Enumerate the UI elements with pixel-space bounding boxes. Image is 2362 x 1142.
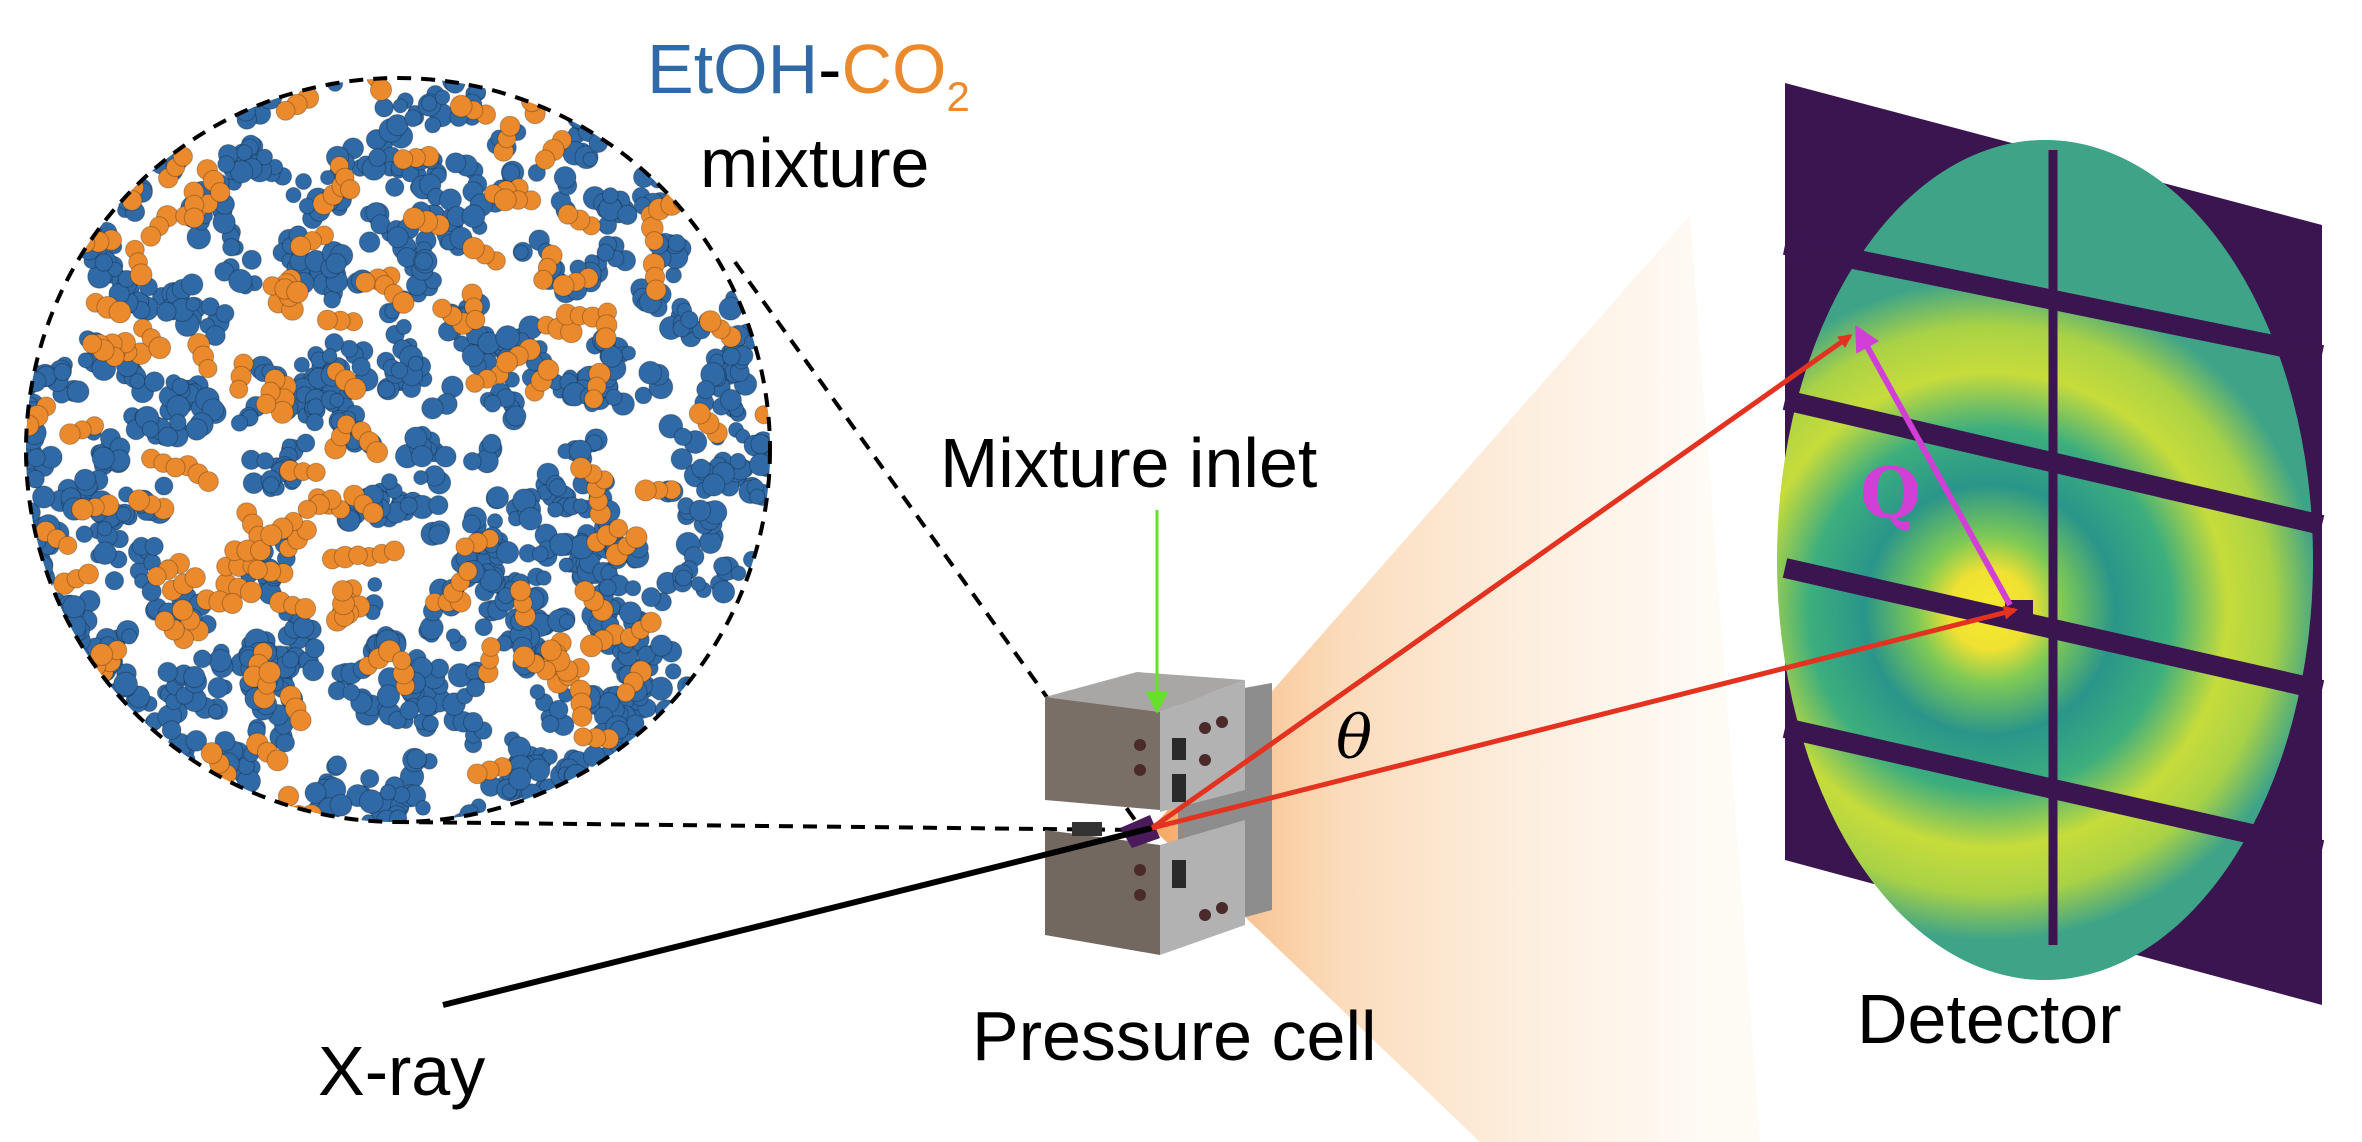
xray-label: X-ray (318, 1032, 485, 1110)
angle-label: θ (1336, 703, 1372, 773)
gas-label: CO (841, 30, 946, 108)
molecule-snapshot (24, 76, 772, 824)
pressure-cell (1045, 672, 1272, 955)
cell-label: Pressure cell (972, 997, 1377, 1075)
scattered-beam-upper (1150, 333, 1853, 831)
xray-beam (442, 825, 1153, 1008)
q-vector (1855, 324, 2013, 607)
scattered-beam-direct (1151, 605, 2018, 831)
title-label: EtOH-CO2 (647, 30, 970, 120)
solvent-label: EtOH (647, 30, 818, 108)
gas-subscript: 2 (946, 73, 969, 120)
q-label: Q (1860, 452, 1921, 535)
scattering-cone (1152, 215, 1760, 1142)
detector (1777, 83, 2325, 1005)
hyphen-label: - (818, 30, 841, 108)
zoom-line-bottom (394, 820, 1141, 832)
inlet-label: Mixture inlet (940, 424, 1317, 502)
detector-label: Detector (1857, 980, 2122, 1058)
zoom-line-top (733, 260, 1137, 822)
mixture-label: mixture (700, 124, 929, 202)
